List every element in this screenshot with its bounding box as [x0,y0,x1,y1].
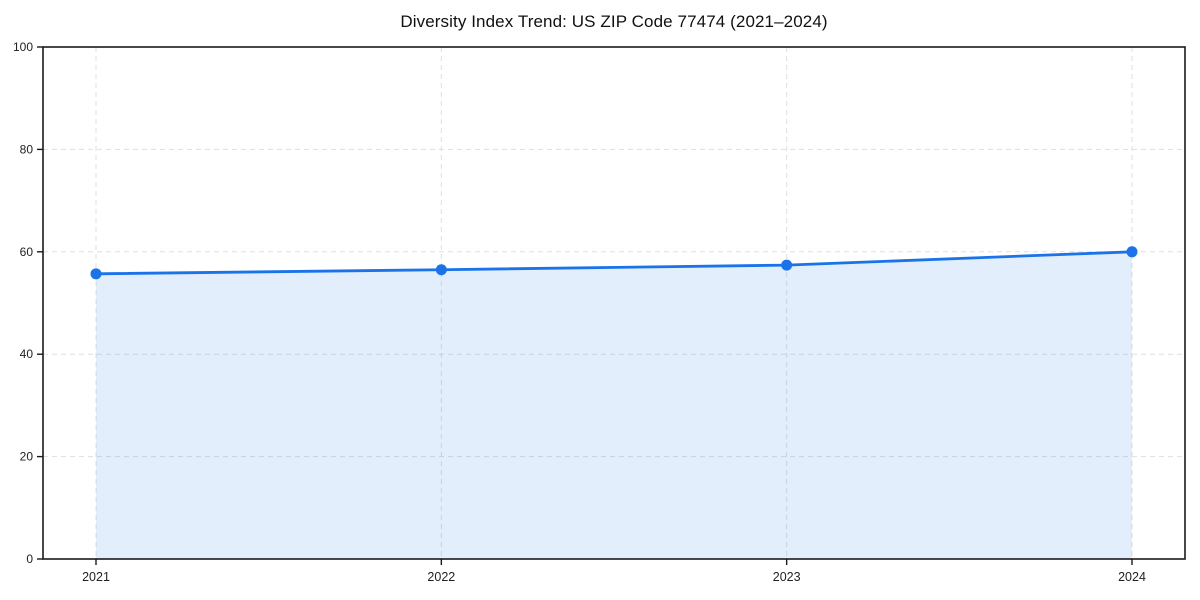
data-point-2022 [435,264,447,276]
area-fill [96,251,1132,560]
x-axis-tick-label: 2024 [1118,570,1146,584]
x-axis-tick-label: 2021 [82,570,110,584]
y-axis-tick-label: 0 [26,552,33,566]
trend-line [94,250,1134,276]
data-point-2021 [90,268,102,280]
y-axis-tick-label: 20 [20,450,34,464]
y-axis-tick-label: 40 [20,347,34,361]
y-axis-tick-label: 100 [13,40,33,54]
data-point-2024 [1126,246,1138,258]
plot-border [42,46,1186,560]
data-point-2023 [781,259,793,271]
chart-title: Diversity Index Trend: US ZIP Code 77474… [400,12,828,31]
y-axis-tick-label: 80 [20,142,34,156]
x-axis-tick-label: 2023 [773,570,801,584]
x-axis-tick-label: 2022 [427,570,455,584]
y-axis-tick-label: 60 [20,245,34,259]
